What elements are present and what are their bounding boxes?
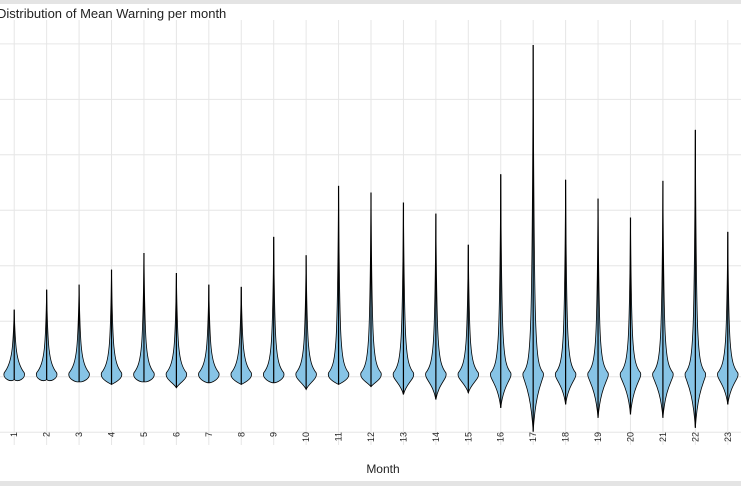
bottom-bar [0,481,741,486]
x-tick-label: 23 [723,432,733,442]
x-tick-label: 19 [593,432,603,442]
x-tick-label: 20 [625,432,635,442]
x-tick-label: 17 [528,432,538,442]
x-tick-label: 21 [658,432,668,442]
x-tick-label: 7 [204,432,214,437]
x-tick-label: 4 [107,432,117,437]
x-tick-label: 1 [9,432,19,437]
chart-title: Distribution of Mean Warning per month [0,6,226,21]
x-tick-label: 15 [463,432,473,442]
x-tick-label: 6 [171,432,181,437]
x-tick-label: 3 [74,432,84,437]
x-tick-label: 8 [236,432,246,437]
x-tick-label: 5 [139,432,149,437]
x-tick-label: 18 [561,432,571,442]
x-tick-label: 12 [366,432,376,442]
x-tick-label: 13 [398,432,408,442]
x-tick-label: 22 [690,432,700,442]
x-axis-label: Month [366,462,399,476]
x-tick-label: 14 [431,432,441,442]
x-tick-label: 2 [42,432,52,437]
x-tick-label: 16 [496,432,506,442]
top-bar [0,0,741,4]
x-tick-label: 11 [334,432,344,441]
x-tick-label: 9 [269,432,279,437]
x-tick-label: 10 [301,432,311,442]
